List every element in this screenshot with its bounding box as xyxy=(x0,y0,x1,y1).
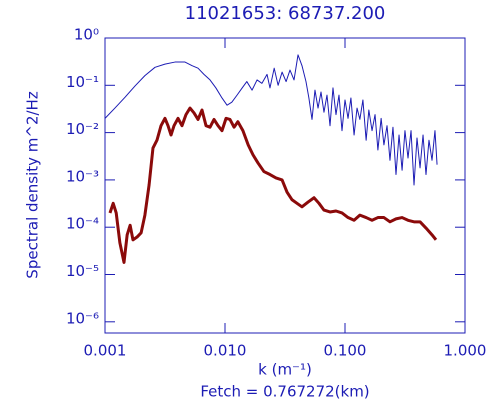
y-tick-label: 10⁻¹ xyxy=(66,73,99,91)
annotation: Fetch = 0.767272(km) xyxy=(200,383,369,400)
x-tick-label: 0.001 xyxy=(84,342,127,360)
x-tick-label: 0.100 xyxy=(324,342,367,360)
y-tick-label: 10⁰ xyxy=(74,26,99,44)
x-tick-label: 1.000 xyxy=(444,342,487,360)
y-tick-label: 10⁻² xyxy=(66,120,99,138)
x-tick-label: 0.010 xyxy=(204,342,247,360)
y-tick-label: 10⁻⁵ xyxy=(66,262,99,280)
data-line xyxy=(104,54,438,186)
y-tick-label: 10⁻⁴ xyxy=(66,215,99,233)
y-tick-label: 10⁻³ xyxy=(66,167,99,185)
x-axis-label: k (m⁻¹) xyxy=(258,361,312,379)
chart-title: 11021653: 68737.200 xyxy=(185,3,386,24)
y-tick-label: 10⁻⁶ xyxy=(66,309,99,327)
data-line xyxy=(108,106,438,264)
y-axis-label: Spectral density m^2/Hz xyxy=(24,91,42,279)
plot-frame xyxy=(104,37,466,334)
